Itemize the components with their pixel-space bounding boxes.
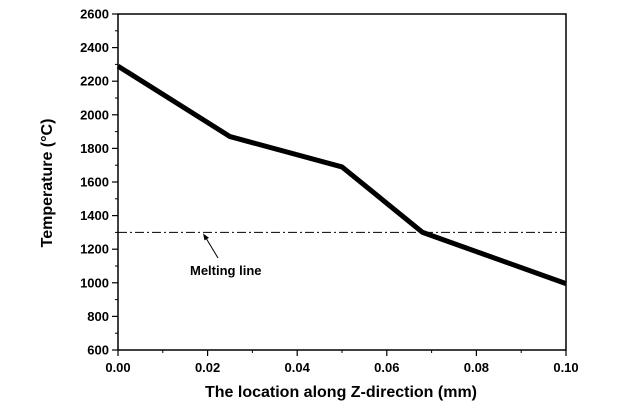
y-tick-label: 1600: [80, 175, 109, 190]
y-tick-label: 1400: [80, 208, 109, 223]
plot-area: 600 800 1000 1200 1400 1600 1800 2000 2200 2400 26…: [80, 7, 579, 376]
y-tick-label: 1200: [80, 242, 109, 257]
series-line: [116, 63, 567, 286]
plot-frame: [117, 13, 567, 351]
y-tick-label: 2600: [80, 7, 109, 22]
x-tick-label: 0.10: [553, 360, 578, 375]
annotation-arrowhead: [203, 233, 209, 241]
melting-line-label: Melting line: [190, 263, 262, 278]
y-axis-title: Temperature (°C): [39, 119, 56, 248]
y-tick-label: 600: [87, 343, 109, 358]
annotation-arrow: [204, 236, 219, 259]
y-tick-label: 1000: [80, 275, 109, 290]
y-tick-label: 800: [87, 309, 109, 324]
x-tick-label: 0.02: [195, 360, 220, 375]
y-tick-label: 1800: [80, 141, 109, 156]
x-tick-label: 0.04: [285, 360, 311, 375]
y-tick-label: 2400: [80, 40, 109, 55]
y-tick-label: 2000: [80, 107, 109, 122]
x-axis-title: The location along Z-direction (mm): [205, 384, 477, 401]
y-tick-label: 2200: [80, 74, 109, 89]
x-tick-label: 0.00: [105, 360, 130, 375]
x-tick-label: 0.06: [374, 360, 399, 375]
x-tick-label: 0.08: [464, 360, 489, 375]
